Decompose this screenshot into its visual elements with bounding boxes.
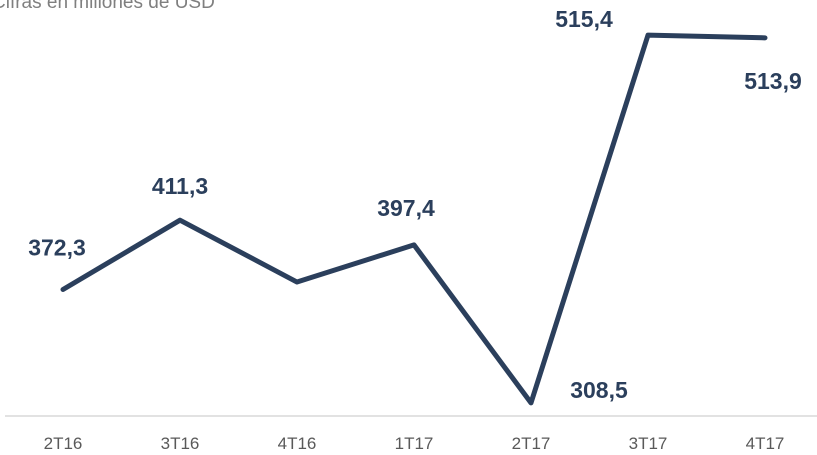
chart-subtitle: Cifras en millones de USD <box>0 0 215 13</box>
x-tick-label: 3T17 <box>629 434 668 453</box>
x-tick-label: 3T16 <box>161 434 200 453</box>
line <box>60 32 768 406</box>
x-tick-label: 4T16 <box>278 434 317 453</box>
x-tick-label: 2T16 <box>44 434 83 453</box>
value-label: 411,3 <box>152 173 208 199</box>
x-tick-label: 4T17 <box>746 434 785 453</box>
value-label: 372,3 <box>28 235 86 261</box>
value-label: 308,5 <box>570 377 628 403</box>
x-tick-label: 1T17 <box>395 434 434 453</box>
value-label: 397,4 <box>377 195 435 221</box>
value-label: 515,4 <box>555 6 613 32</box>
x-tick-label: 2T17 <box>512 434 551 453</box>
value-label: 513,9 <box>744 68 802 94</box>
